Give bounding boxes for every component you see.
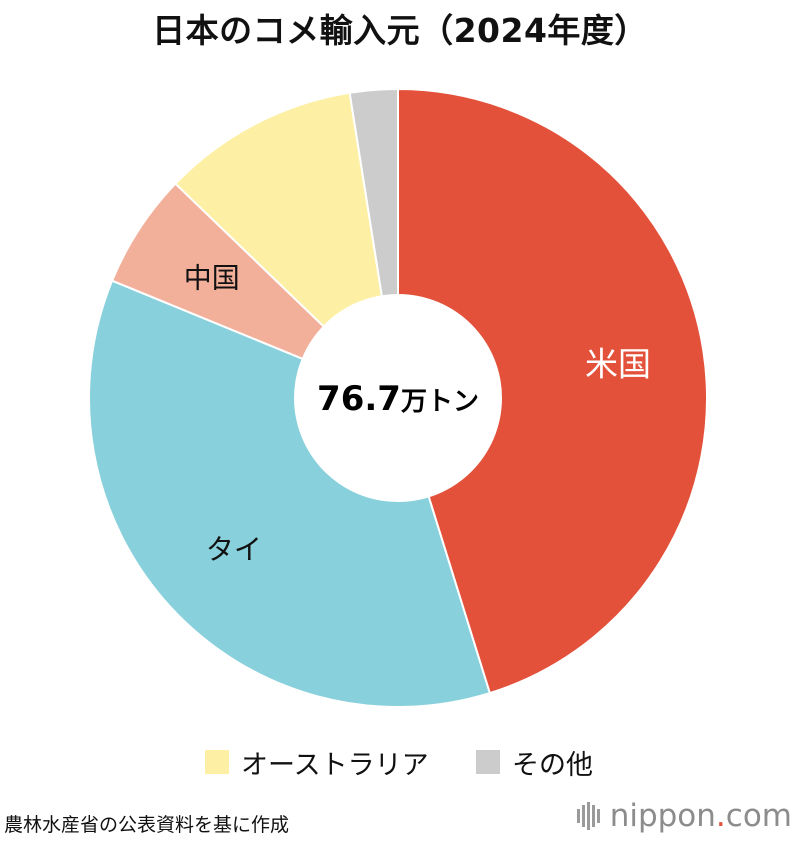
legend-label-australia: オーストラリア [241, 749, 429, 781]
slice-label-2: 中国 [184, 261, 240, 294]
logo-text-suffix: com [725, 798, 792, 834]
center-total-unit: 万トン [401, 387, 479, 417]
slice-label-1: タイ [206, 533, 262, 566]
logo-bars-icon [576, 802, 600, 830]
legend-item-australia: オーストラリア [205, 744, 429, 781]
pie-slice-1 [88, 279, 492, 708]
legend-item-other: その他 [476, 744, 593, 781]
center-total-label: 76.7万トン [317, 379, 479, 419]
legend-label-other: その他 [512, 749, 593, 781]
logo-text-name: nippon [609, 798, 716, 834]
logo-text-dot: . [715, 798, 726, 834]
chart-title: 日本のコメ輸入元（2024年度） [152, 11, 648, 50]
legend-swatch-australia [205, 750, 229, 774]
source-note: 農林水産省の公表資料を基に作成 [4, 814, 290, 836]
pie-slice-0 [397, 87, 708, 695]
donut-hole [294, 294, 502, 502]
slice-label-0: 米国 [585, 345, 651, 384]
nippon-logo: nippon. com [576, 798, 792, 834]
center-total-value: 76.7 [317, 379, 401, 419]
legend-swatch-other [476, 750, 500, 774]
